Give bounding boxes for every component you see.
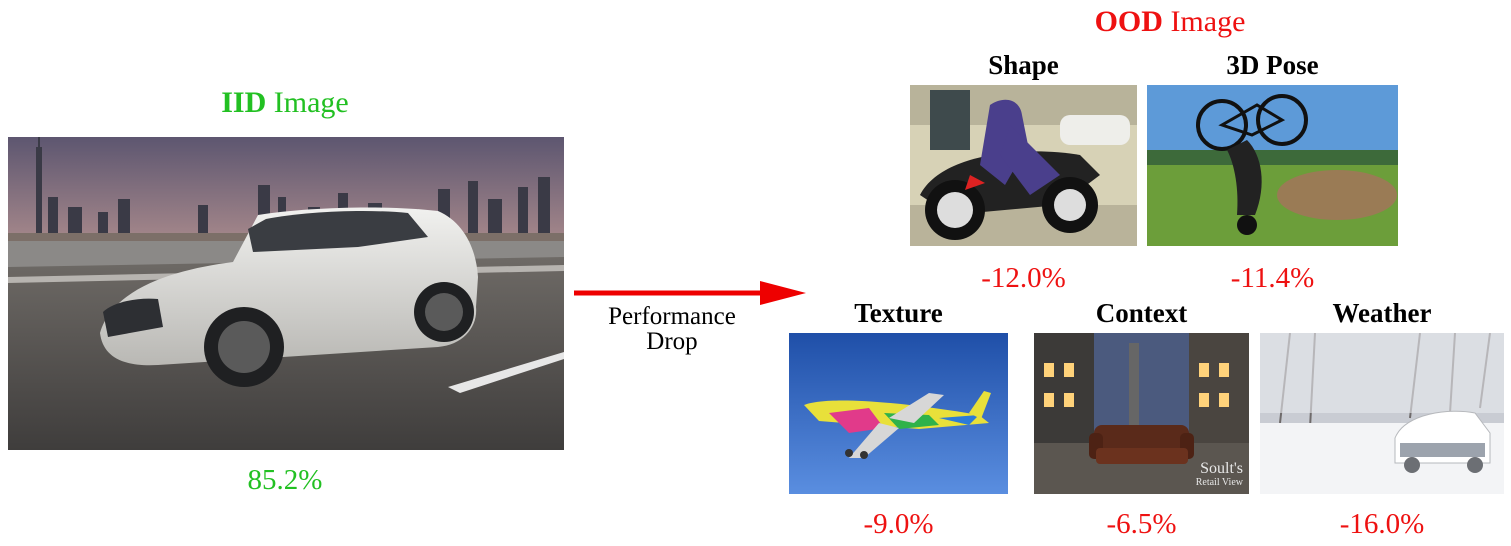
context-image: Soult's Retail View: [1034, 333, 1249, 494]
iid-title: IID Image: [185, 86, 385, 120]
arrow-label-line2: Drop: [646, 328, 698, 355]
panel-texture-drop: -9.0%: [863, 508, 934, 540]
panel-shape-label: Shape: [988, 50, 1059, 80]
iid-car-image: [8, 137, 564, 450]
context-watermark-line1: Soult's: [1200, 460, 1243, 477]
context-watermark: Soult's Retail View: [1195, 460, 1243, 490]
panel-3d-pose-drop: -11.4%: [1230, 262, 1315, 294]
ood-title-rest: Image: [1170, 5, 1246, 38]
panel-3d-pose-label: 3D Pose: [1226, 50, 1319, 80]
3d-pose-image: [1147, 85, 1398, 246]
weather-image: [1260, 333, 1504, 494]
iid-score: 85.2%: [247, 464, 323, 496]
iid-title-rest: Image: [273, 86, 349, 119]
panel-texture-label: Texture: [854, 298, 943, 328]
shape-image: [910, 85, 1137, 246]
texture-image: [789, 333, 1008, 494]
panel-shape-drop: -12.0%: [981, 262, 1066, 294]
panel-context-label: Context: [1095, 298, 1188, 328]
performance-drop-arrow: [574, 281, 806, 305]
iid-title-bold: IID: [221, 86, 267, 119]
arrow-label-line1: Performance: [608, 303, 736, 330]
ood-title-bold: OOD: [1094, 5, 1163, 38]
panel-weather-drop: -16.0%: [1339, 508, 1425, 540]
ood-title: OOD Image: [1070, 5, 1270, 39]
context-watermark-line2: Retail View: [1195, 477, 1243, 488]
panel-weather-label: Weather: [1332, 298, 1432, 328]
panel-context-drop: -6.5%: [1106, 508, 1177, 540]
